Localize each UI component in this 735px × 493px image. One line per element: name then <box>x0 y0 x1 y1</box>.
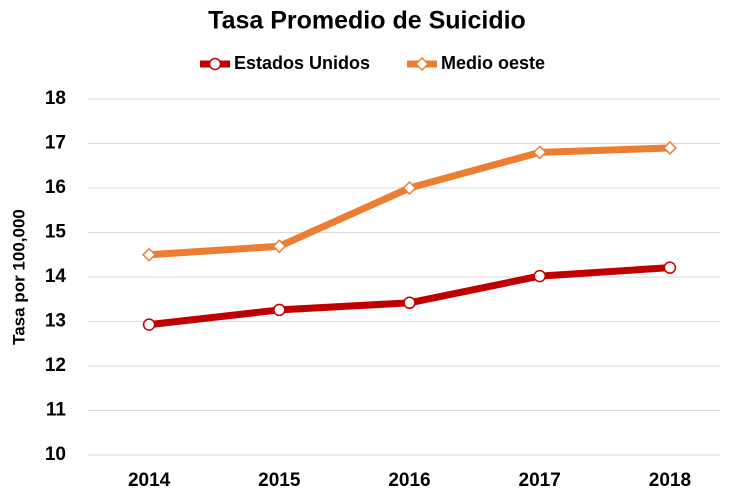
x-tick-label: 2017 <box>519 470 561 491</box>
y-tick-label: 12 <box>45 355 66 376</box>
marker <box>662 140 677 156</box>
marker <box>403 296 416 310</box>
marker <box>272 239 287 254</box>
series-line <box>148 264 671 329</box>
y-tick-label: 10 <box>45 444 66 465</box>
y-tick-label: 14 <box>45 266 67 287</box>
y-tick-label: 18 <box>45 88 66 109</box>
y-tick-label: 11 <box>46 400 67 421</box>
legend-label: Estados Unidos <box>234 53 370 73</box>
marker <box>273 303 286 317</box>
chart-title: Tasa Promedio de Suicidio <box>208 7 526 35</box>
legend-marker <box>414 56 430 72</box>
marker <box>402 180 417 196</box>
series-line <box>148 144 671 259</box>
y-tick-label: 13 <box>45 311 66 332</box>
marker <box>142 318 156 331</box>
marker <box>533 269 546 283</box>
y-tick-label: 16 <box>45 177 66 198</box>
y-tick-label: 15 <box>45 222 67 243</box>
x-tick-label: 2015 <box>258 470 301 491</box>
marker <box>532 145 547 160</box>
y-axis-label: Tasa por 100,000 <box>9 209 28 345</box>
legend-label: Medio oeste <box>441 53 545 73</box>
legend-marker <box>208 57 222 71</box>
x-tick-label: 2016 <box>388 470 430 491</box>
x-tick-label: 2018 <box>649 470 691 491</box>
marker <box>142 247 157 262</box>
y-tick-label: 17 <box>45 133 66 154</box>
marker <box>663 261 677 274</box>
x-tick-label: 2014 <box>128 470 171 491</box>
